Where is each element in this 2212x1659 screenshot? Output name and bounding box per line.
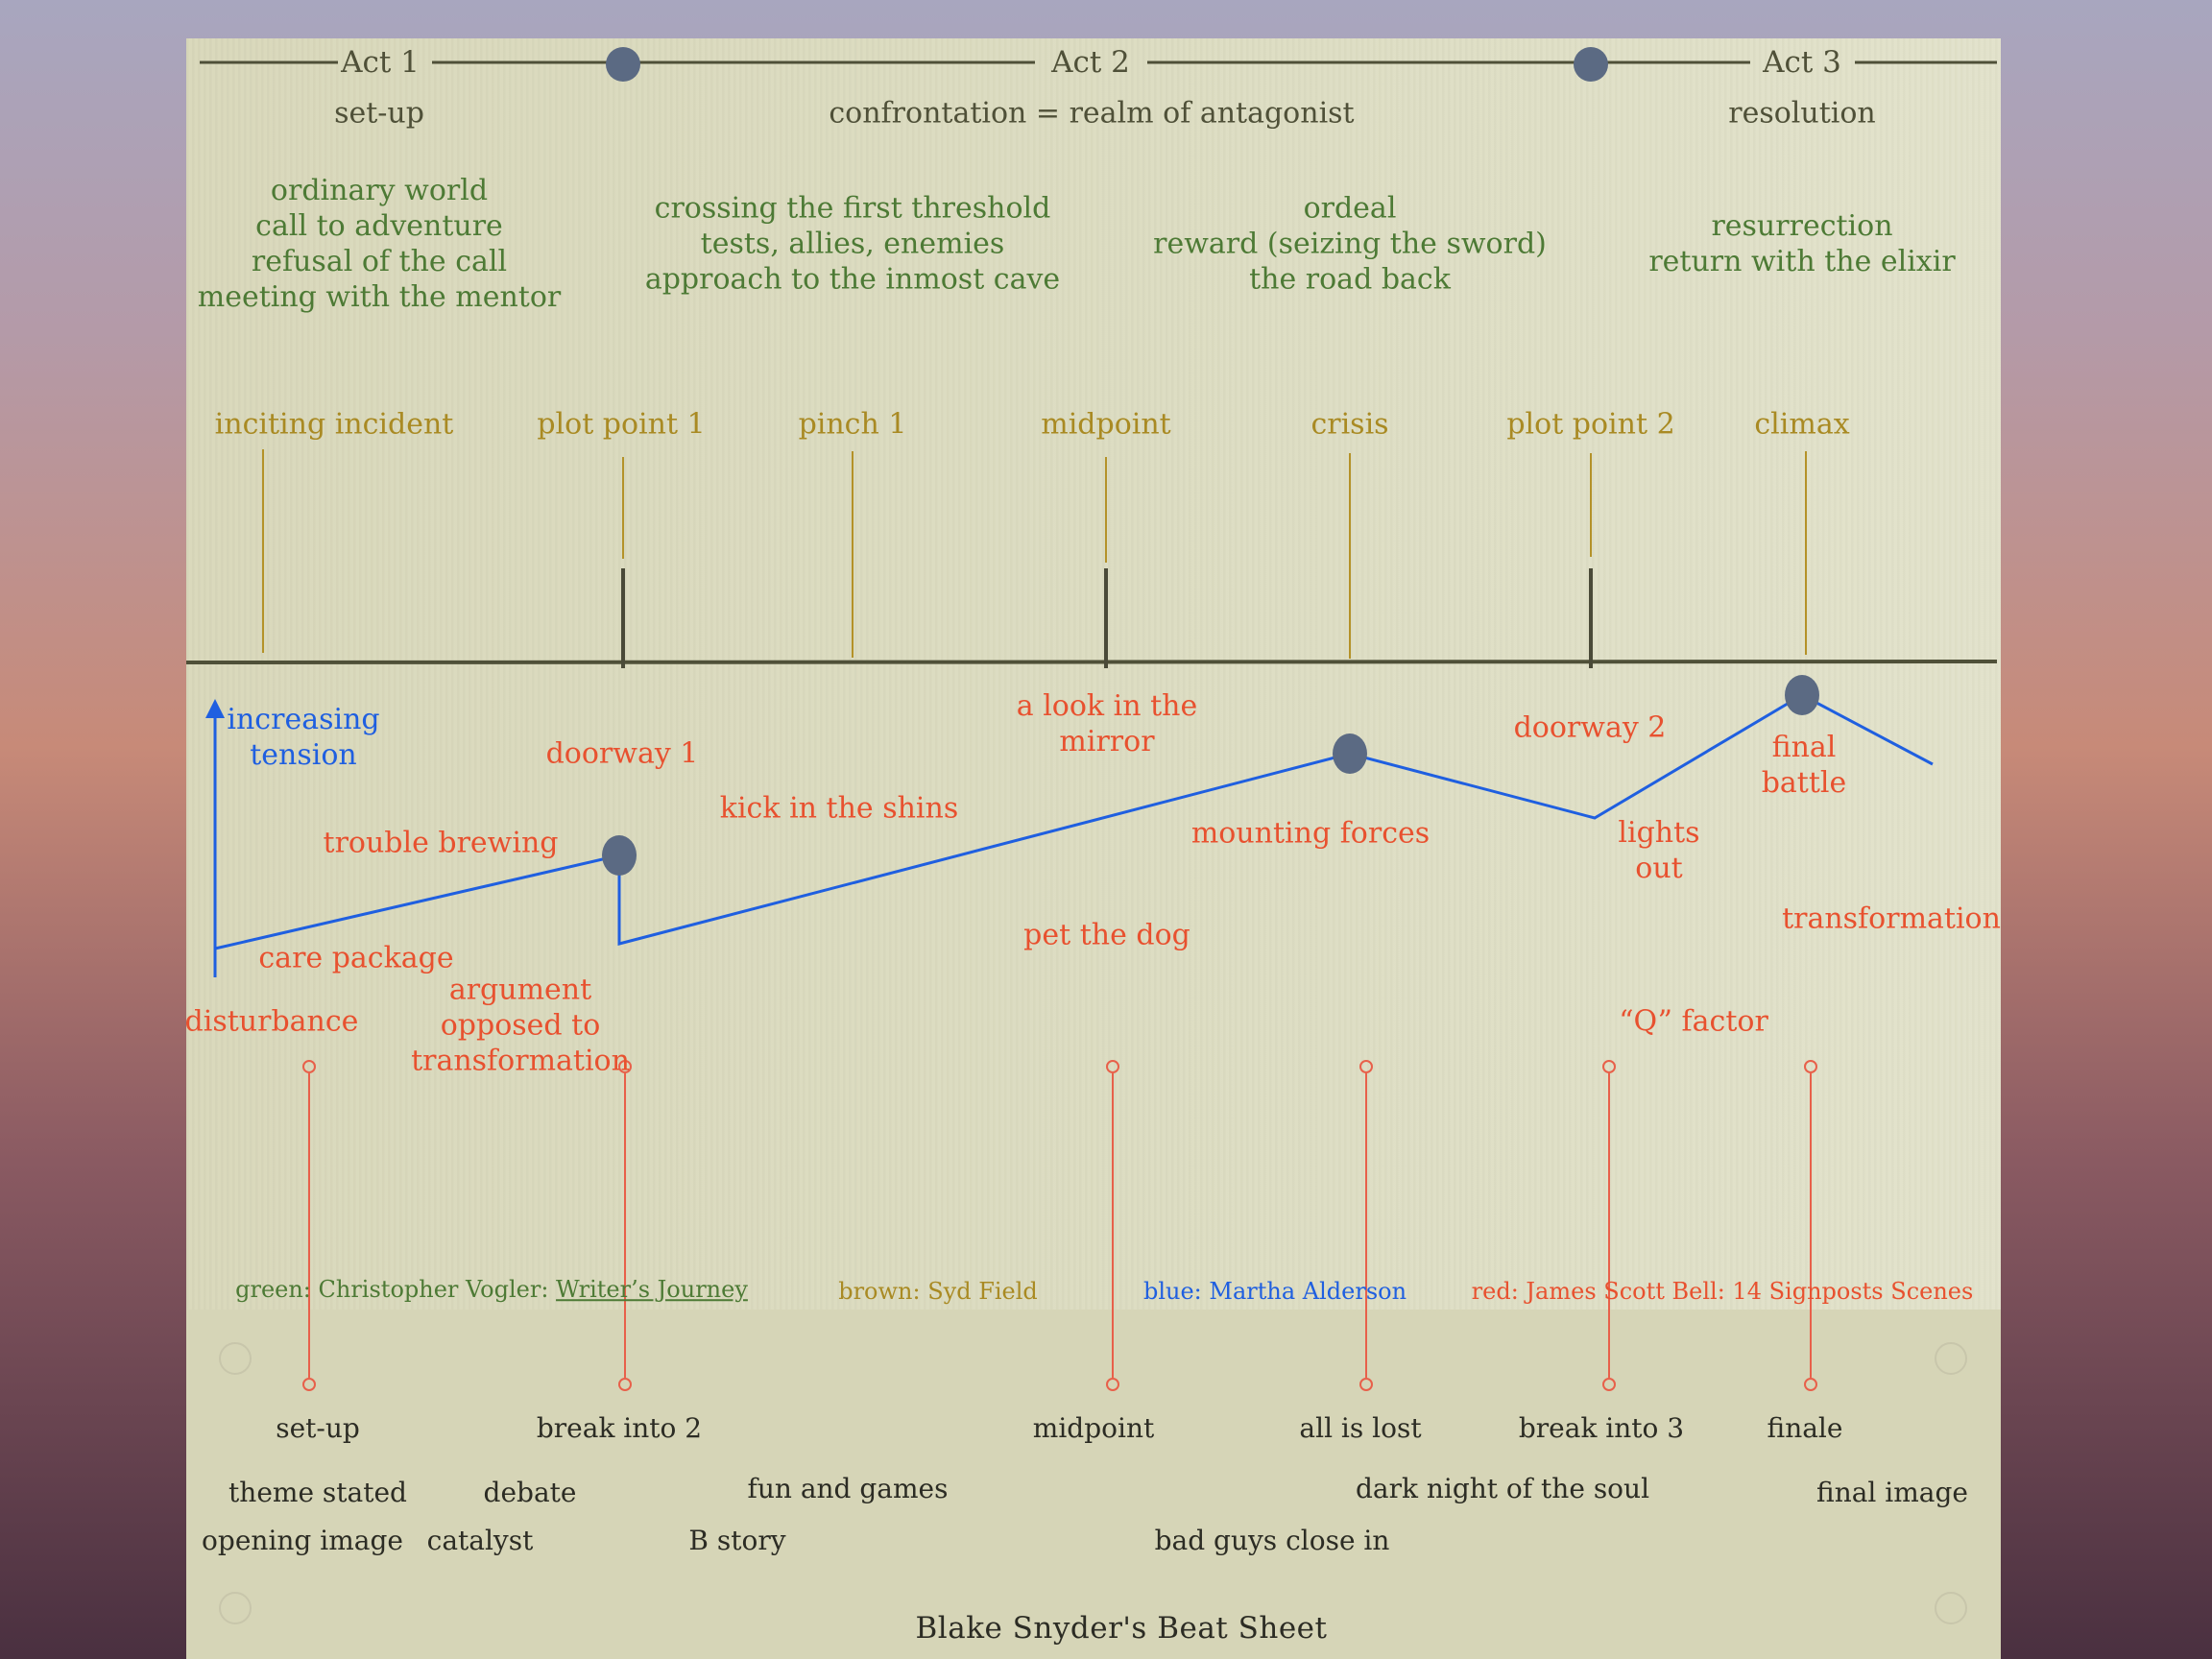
snyder-break-into-2: break into 2 — [536, 1411, 703, 1444]
bell-pet-the-dog: pet the dog — [1023, 918, 1190, 952]
story-sheet — [186, 38, 2001, 1310]
bell-doorway-2: doorway 2 — [1513, 710, 1667, 745]
bell-disturbance: disturbance — [184, 1004, 359, 1039]
snyder-catalyst: catalyst — [426, 1524, 534, 1556]
punch-hole — [219, 1592, 252, 1624]
vogler-act-2a-stages: crossing the first threshold tests, alli… — [644, 191, 1061, 297]
snyder-fun-and-games: fun and games — [747, 1472, 949, 1504]
bell-transformation: transformation — [1782, 902, 2001, 936]
snyder-b-story: B story — [688, 1524, 786, 1556]
snyder-debate: debate — [483, 1476, 577, 1508]
field-plot-point-2: plot point 2 — [1506, 407, 1675, 442]
tension-node — [1333, 733, 1367, 774]
act-1-label: Act 1 — [341, 44, 420, 80]
act-2-subtitle: confrontation = realm of antagonist — [829, 96, 1355, 131]
snyder-final-image: final image — [1816, 1476, 1968, 1508]
field-pinch-1: pinch 1 — [798, 407, 907, 442]
snyder-theme-stated: theme stated — [228, 1476, 407, 1508]
snyder-break-into-3: break into 3 — [1518, 1411, 1685, 1444]
snyder-opening-image: opening image — [202, 1524, 403, 1556]
snyder-set-up: set-up — [276, 1411, 360, 1444]
legend-bell: red: James Scott Bell: 14 Signposts Scen… — [1471, 1278, 1974, 1306]
bell-final-battle: final battle — [1761, 731, 1847, 800]
field-midpoint: midpoint — [1041, 407, 1171, 442]
legend-field: brown: Syd Field — [838, 1278, 1038, 1306]
punch-hole — [1935, 1592, 1967, 1624]
snyder-all-is-lost: all is lost — [1299, 1411, 1422, 1444]
vogler-act-3-stages: resurrection return with the elixir — [1648, 209, 1956, 278]
bell-care-package: care package — [258, 941, 454, 975]
field-plot-point-1: plot point 1 — [537, 407, 706, 442]
bell-kick-in-the-shins: kick in the shins — [719, 791, 959, 826]
punch-hole — [1935, 1342, 1967, 1375]
act-node — [606, 47, 640, 82]
bell-trouble-brewing: trouble brewing — [323, 826, 559, 860]
bell-lights-out: lights out — [1618, 816, 1700, 885]
tension-arrowhead — [205, 699, 225, 718]
snyder-bad-guys-close-in: bad guys close in — [1154, 1524, 1390, 1556]
snyder-dark-night-of-the-soul: dark night of the soul — [1355, 1472, 1650, 1504]
field-inciting-incident: inciting incident — [214, 407, 454, 442]
act-3-label: Act 3 — [1763, 44, 1841, 80]
vogler-act-1-stages: ordinary world call to adventure refusal… — [197, 174, 562, 314]
legend-vogler: green: Christopher Vogler: Writer’s Jour… — [235, 1276, 748, 1305]
bell-argument-opposed: argument opposed to transformation — [411, 973, 630, 1078]
legend-vogler-prefix: green: Christopher Vogler: — [235, 1276, 557, 1304]
legend-alderson: blue: Martha Alderson — [1142, 1278, 1407, 1306]
vogler-act-2b-stages: ordeal reward (seizing the sword) the ro… — [1153, 191, 1547, 297]
legend-vogler-book: Writer’s Journey — [556, 1276, 748, 1304]
bell-q-factor: “Q” factor — [1619, 1004, 1768, 1039]
bell-look-in-the-mirror: a look in the mirror — [1016, 689, 1198, 758]
punch-hole — [219, 1342, 252, 1375]
field-crisis: crisis — [1310, 407, 1389, 442]
snyder-midpoint: midpoint — [1032, 1411, 1155, 1444]
act-2-label: Act 2 — [1051, 44, 1130, 80]
alderson-increasing-tension: increasing tension — [227, 703, 380, 772]
tension-node — [602, 835, 637, 876]
structure-baseline — [185, 660, 1998, 664]
bell-doorway-1: doorway 1 — [545, 736, 699, 771]
act-1-subtitle: set-up — [334, 96, 424, 131]
bell-mounting-forces: mounting forces — [1190, 816, 1431, 851]
snyder-finale: finale — [1767, 1411, 1843, 1444]
act-3-subtitle: resolution — [1728, 96, 1876, 131]
act-node — [1574, 47, 1608, 82]
beat-sheet-card — [186, 1310, 2001, 1659]
tension-node — [1785, 675, 1819, 715]
beat-sheet-title: Blake Snyder's Beat Sheet — [915, 1610, 1328, 1646]
field-climax: climax — [1754, 407, 1850, 442]
